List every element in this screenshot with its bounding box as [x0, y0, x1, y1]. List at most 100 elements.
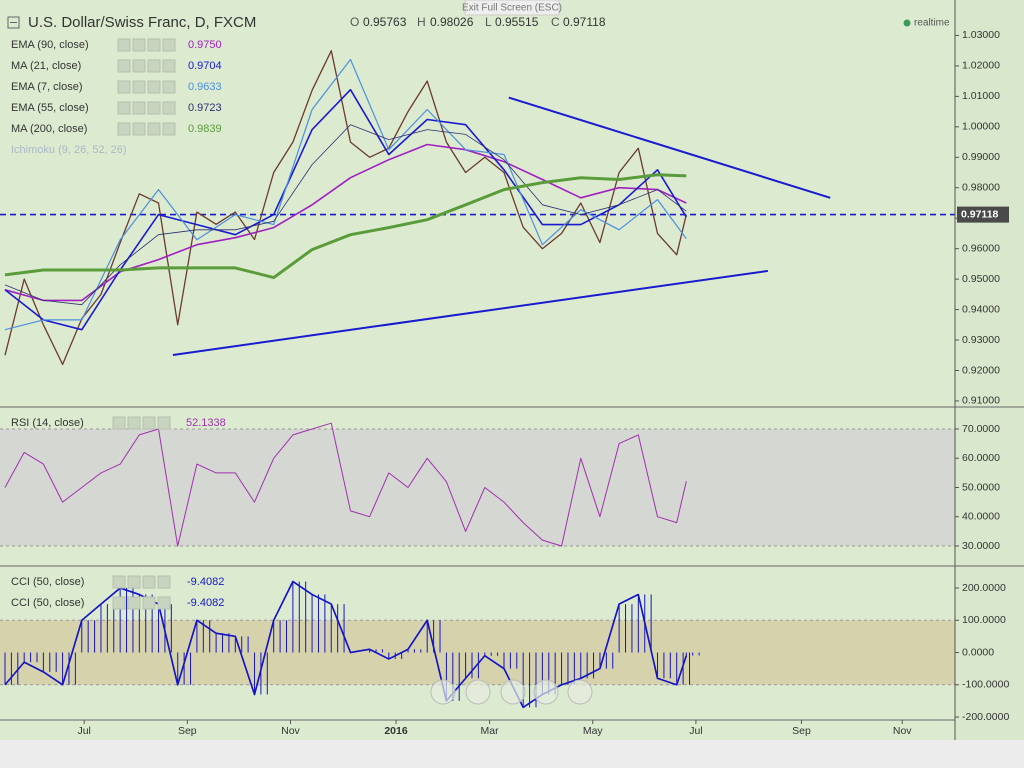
legend-button: [127, 416, 141, 430]
y-tick-label: 70.0000: [962, 423, 1000, 435]
legend-label: EMA (7, close): [11, 81, 83, 93]
legend-button: [132, 80, 146, 94]
legend-button: [147, 80, 161, 94]
legend-button: [142, 575, 156, 589]
legend-label: EMA (55, close): [11, 102, 89, 114]
legend-button: [117, 122, 131, 136]
band: [0, 429, 955, 546]
legend-button: [162, 80, 176, 94]
price-axis-area: [955, 0, 1024, 740]
legend-button: [112, 416, 126, 430]
y-tick-label: 30.0000: [962, 540, 1000, 552]
nav-buttons: [430, 679, 593, 705]
y-tick-label: 0.91000: [962, 395, 1000, 407]
legend-button: [157, 575, 171, 589]
series-line: [4, 50, 687, 366]
legend-button: [112, 596, 126, 610]
y-tick-label: 1.00000: [962, 121, 1000, 133]
ohlc-value: 0.95515: [495, 15, 539, 29]
legend-button: [147, 38, 161, 52]
x-tick-label: Mar: [481, 725, 500, 737]
exit-text[interactable]: Exit Full Screen (ESC): [462, 3, 562, 14]
y-tick-label: 0.99000: [962, 151, 1000, 163]
exit-banner[interactable]: [464, 0, 560, 16]
legend-button: [132, 59, 146, 73]
legend-value: -9.4082: [187, 597, 224, 609]
ohlc-key: O: [350, 15, 359, 29]
y-tick-label: 1.01000: [962, 90, 1000, 102]
legend-label: RSI (14, close): [11, 417, 84, 429]
y-tick-label: 0.93000: [962, 334, 1000, 346]
y-tick-label: 40.0000: [962, 511, 1000, 523]
legend-button: [157, 416, 171, 430]
legend-value: 0.9750: [188, 39, 222, 51]
legend-button: [162, 101, 176, 115]
nav-zoom-out[interactable]: [465, 679, 491, 705]
plot-area: [4, 422, 687, 547]
legend-value: -9.4082: [187, 576, 224, 588]
symbol-title: U.S. Dollar/Swiss Franc, D, FXCM: [28, 14, 256, 31]
ohlc-key: H: [417, 15, 426, 29]
ohlc-value: 0.95763: [363, 15, 407, 29]
collapse-box[interactable]: [7, 16, 20, 29]
series-line: [4, 422, 687, 547]
legend-button: [132, 38, 146, 52]
y-tick-label: 0.98000: [962, 182, 1000, 194]
x-tick-label: 2016: [384, 725, 408, 737]
nav-right[interactable]: [567, 679, 593, 705]
legend-button: [142, 416, 156, 430]
nav-reset[interactable]: [533, 679, 559, 705]
y-tick-label: 0.94000: [962, 303, 1000, 315]
legend-button: [147, 59, 161, 73]
legend-label: EMA (90, close): [11, 39, 89, 51]
legend-button: [162, 122, 176, 136]
legend-label: MA (21, close): [11, 60, 81, 72]
realtime-label: realtime: [914, 18, 950, 29]
nav-zoom-in[interactable]: [500, 679, 526, 705]
band: [0, 620, 955, 685]
price-label: 0.97118: [961, 208, 999, 220]
series-line: [4, 143, 687, 302]
toolbar: [0, 740, 1024, 768]
x-tick-label: Jul: [689, 725, 702, 737]
legend-value: 0.9704: [188, 60, 222, 72]
nav-left[interactable]: [430, 679, 456, 705]
series-line: [4, 58, 687, 331]
y-tick-label: 0.92000: [962, 364, 1000, 376]
x-tick-label: Jul: [77, 725, 90, 737]
y-tick-label: 50.0000: [962, 481, 1000, 493]
x-tick-label: Sep: [178, 725, 197, 737]
inactive-study: Ichimoku (9, 26, 52, 26): [11, 144, 127, 156]
y-tick-label: 0.0000: [962, 646, 994, 658]
trend-line: [172, 269, 769, 356]
legend-button: [127, 596, 141, 610]
y-tick-label: -200.0000: [962, 711, 1009, 723]
x-tick-label: Nov: [281, 725, 300, 737]
x-tick-label: May: [583, 725, 604, 737]
y-tick-label: 1.02000: [962, 60, 1000, 72]
legend-button: [142, 596, 156, 610]
y-tick-label: 1.03000: [962, 29, 1000, 41]
legend-button: [127, 575, 141, 589]
series-line: [4, 173, 687, 280]
ohlc-key: L: [485, 15, 492, 29]
y-tick-label: 200.0000: [962, 582, 1006, 594]
y-tick-label: 0.96000: [962, 242, 1000, 254]
legend-button: [117, 80, 131, 94]
price-label-box: [957, 206, 1009, 223]
legend-button: [132, 122, 146, 136]
legend-value: 0.9633: [188, 81, 222, 93]
trend-line: [508, 96, 831, 199]
y-tick-label: -100.0000: [962, 679, 1009, 691]
legend-button: [117, 59, 131, 73]
y-tick-label: 100.0000: [962, 614, 1006, 626]
plot-area: [0, 50, 955, 366]
y-tick-label: 0.95000: [962, 273, 1000, 285]
legend-label: CCI (50, close): [11, 576, 84, 588]
ohlc-value: 0.98026: [430, 15, 474, 29]
realtime-dot: [903, 19, 911, 27]
ohlc-key: C: [551, 15, 560, 29]
legend-button: [147, 122, 161, 136]
legend-button: [162, 59, 176, 73]
